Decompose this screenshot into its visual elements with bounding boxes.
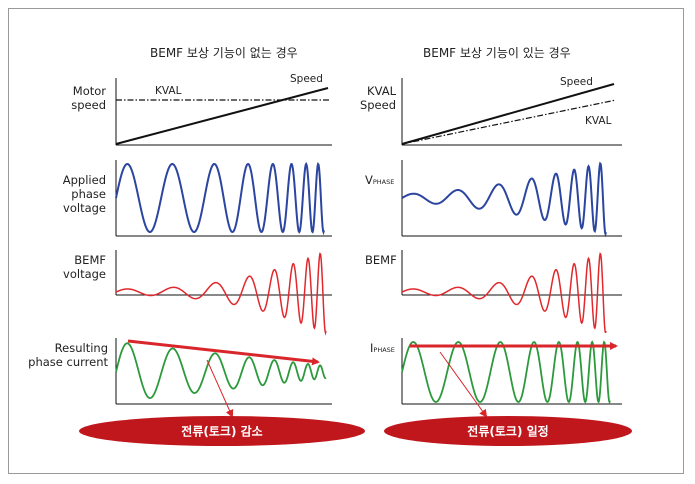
left-current-wave [115, 342, 327, 400]
right-label-iphase: IPHASE [370, 341, 395, 355]
left-label-phase-current: Resulting phase current [28, 341, 108, 369]
right-applied-wave [401, 161, 607, 238]
left-result-label: 전류(토크) 감소 [181, 424, 262, 439]
left-label-applied-voltage: Applied phase voltage [62, 173, 106, 215]
left-speed-text: Speed [290, 73, 323, 85]
figure-frame [8, 8, 684, 474]
right-kval-line [401, 99, 617, 145]
right-label-vphase: VPHASE [365, 173, 395, 187]
left-speed-line [115, 87, 329, 145]
left-kval-text: KVAL [155, 85, 182, 97]
left-pointer-line [206, 359, 234, 418]
right-pointer-line [439, 351, 488, 418]
right-current-wave [401, 340, 611, 405]
left-bemf-wave [115, 252, 327, 336]
right-kval-text: KVAL [585, 115, 612, 127]
right-speed-text: Speed [560, 76, 593, 88]
left-label-motor-speed: Motor speed [71, 84, 106, 112]
left-result-ellipse [79, 416, 365, 446]
right-panel-title: BEMF 보상 기능이 있는 경우 [423, 46, 571, 60]
right-label-kval-speed: KVAL Speed [359, 84, 396, 112]
left-applied-wave [115, 161, 325, 236]
right-result-label: 전류(토크) 일정 [467, 424, 548, 439]
right-speed-line [401, 83, 615, 145]
left-label-bemf-voltage: BEMF voltage [63, 253, 106, 281]
right-label-bemf: BEMF [365, 253, 397, 267]
left-panel-title: BEMF 보상 기능이 없는 경우 [150, 46, 298, 60]
left-decreasing-current-arrow [127, 339, 320, 366]
right-bemf-wave [401, 252, 607, 333]
right-result-ellipse [384, 416, 632, 446]
